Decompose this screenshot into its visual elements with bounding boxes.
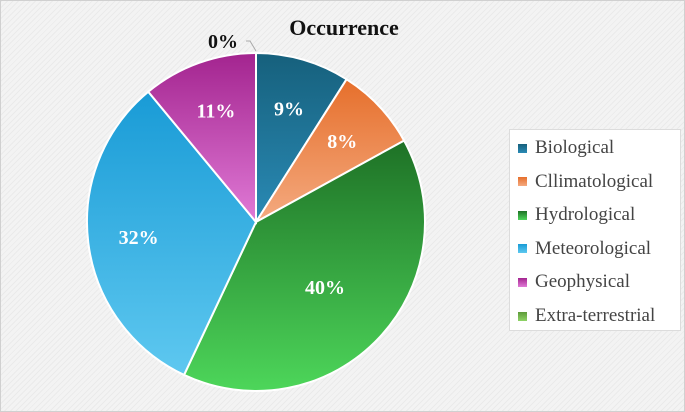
pie-data-labels: 9% 8% 40% 32% 11% 0% bbox=[119, 31, 358, 299]
legend-label-biological: Biological bbox=[535, 137, 615, 158]
pie-slices bbox=[86, 51, 426, 392]
data-label-extra-terrestrial: 0% bbox=[208, 31, 238, 53]
legend-item-cllimatological: Cllimatological bbox=[518, 170, 653, 194]
data-label-hydrological: 40% bbox=[305, 277, 345, 299]
pie-slice-hydrological bbox=[182, 139, 426, 392]
legend-item-geophysical: Geophysical bbox=[518, 270, 630, 294]
data-label-biological: 9% bbox=[274, 98, 304, 120]
leader-line-extra-terrestrial bbox=[246, 40, 257, 52]
legend-swatch-biological bbox=[518, 143, 527, 153]
legend-swatch-hydrological bbox=[518, 210, 527, 220]
legend-swatch-meteorological bbox=[518, 244, 527, 254]
legend-item-hydrological: Hydrological bbox=[518, 203, 635, 227]
legend-label-geophysical: Geophysical bbox=[535, 271, 630, 293]
chart-title: Occurrence bbox=[289, 15, 399, 40]
legend-swatch-geophysical bbox=[518, 277, 527, 287]
pie-slice-geophysical bbox=[146, 51, 257, 225]
legend-swatch-extra-terrestrial bbox=[518, 311, 527, 321]
legend-label-extra-terrestrial: Extra-terrestrial bbox=[535, 305, 656, 326]
legend: Biological Cllimatological Hydrological Met… bbox=[509, 129, 681, 331]
pie-slice-meteorological bbox=[86, 90, 258, 377]
pie-slice-biological bbox=[255, 51, 348, 226]
legend-item-biological: Biological bbox=[518, 136, 614, 160]
legend-item-extra-terrestrial: Extra-terrestrial bbox=[518, 304, 655, 328]
legend-label-meteorological: Meteorological bbox=[535, 237, 652, 259]
data-label-geophysical: 11% bbox=[196, 101, 235, 123]
data-label-meteorological: 32% bbox=[119, 227, 159, 249]
legend-swatch-cllimatological bbox=[518, 177, 527, 187]
legend-label-hydrological: Hydrological bbox=[535, 204, 636, 226]
data-label-cllimatological: 8% bbox=[327, 131, 357, 153]
legend-label-cllimatological: Cllimatological bbox=[535, 170, 654, 192]
legend-item-meteorological: Meteorological bbox=[518, 237, 651, 261]
